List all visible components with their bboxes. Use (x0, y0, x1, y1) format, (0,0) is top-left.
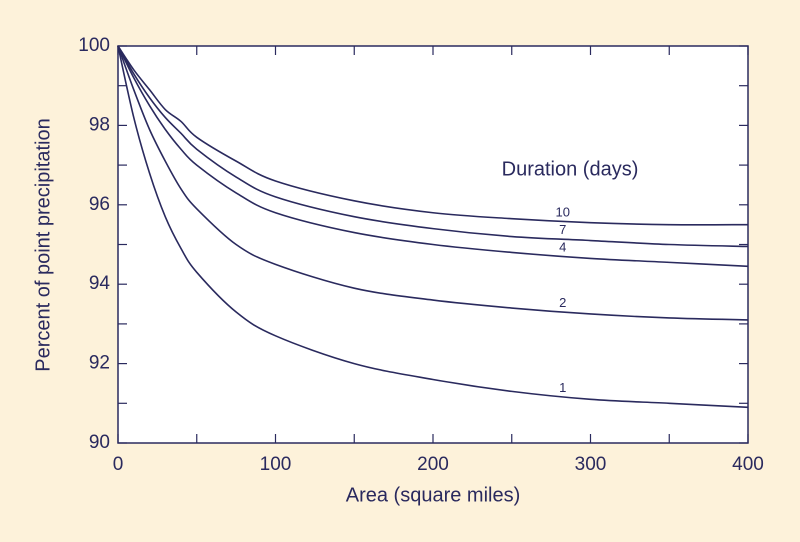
x-axis-label: Area (square miles) (346, 484, 521, 506)
series-label: 7 (559, 222, 566, 237)
series-label: 1 (559, 380, 566, 395)
y-tick-label: 100 (78, 35, 110, 56)
x-tick-label: 0 (113, 454, 124, 475)
series-label: 10 (556, 204, 570, 219)
y-tick-label: 96 (89, 194, 110, 215)
series-label: 4 (559, 240, 566, 255)
annotation: Duration (days) (502, 158, 639, 180)
series-line (117, 45, 749, 409)
x-tick-label: 400 (732, 454, 764, 475)
y-tick-label: 90 (89, 432, 110, 453)
y-tick-label: 92 (89, 353, 110, 374)
series-label: 2 (559, 295, 566, 310)
y-tick-label: 98 (89, 114, 110, 135)
series-line (117, 45, 749, 321)
x-tick-label: 100 (260, 454, 292, 475)
series-line (117, 45, 749, 248)
y-axis-label: Percent of point precipitation (32, 118, 54, 372)
x-tick-label: 300 (575, 454, 607, 475)
series-line (117, 45, 749, 268)
x-tick-label: 200 (417, 454, 449, 475)
series-line (117, 45, 749, 226)
y-tick-label: 94 (89, 273, 111, 294)
